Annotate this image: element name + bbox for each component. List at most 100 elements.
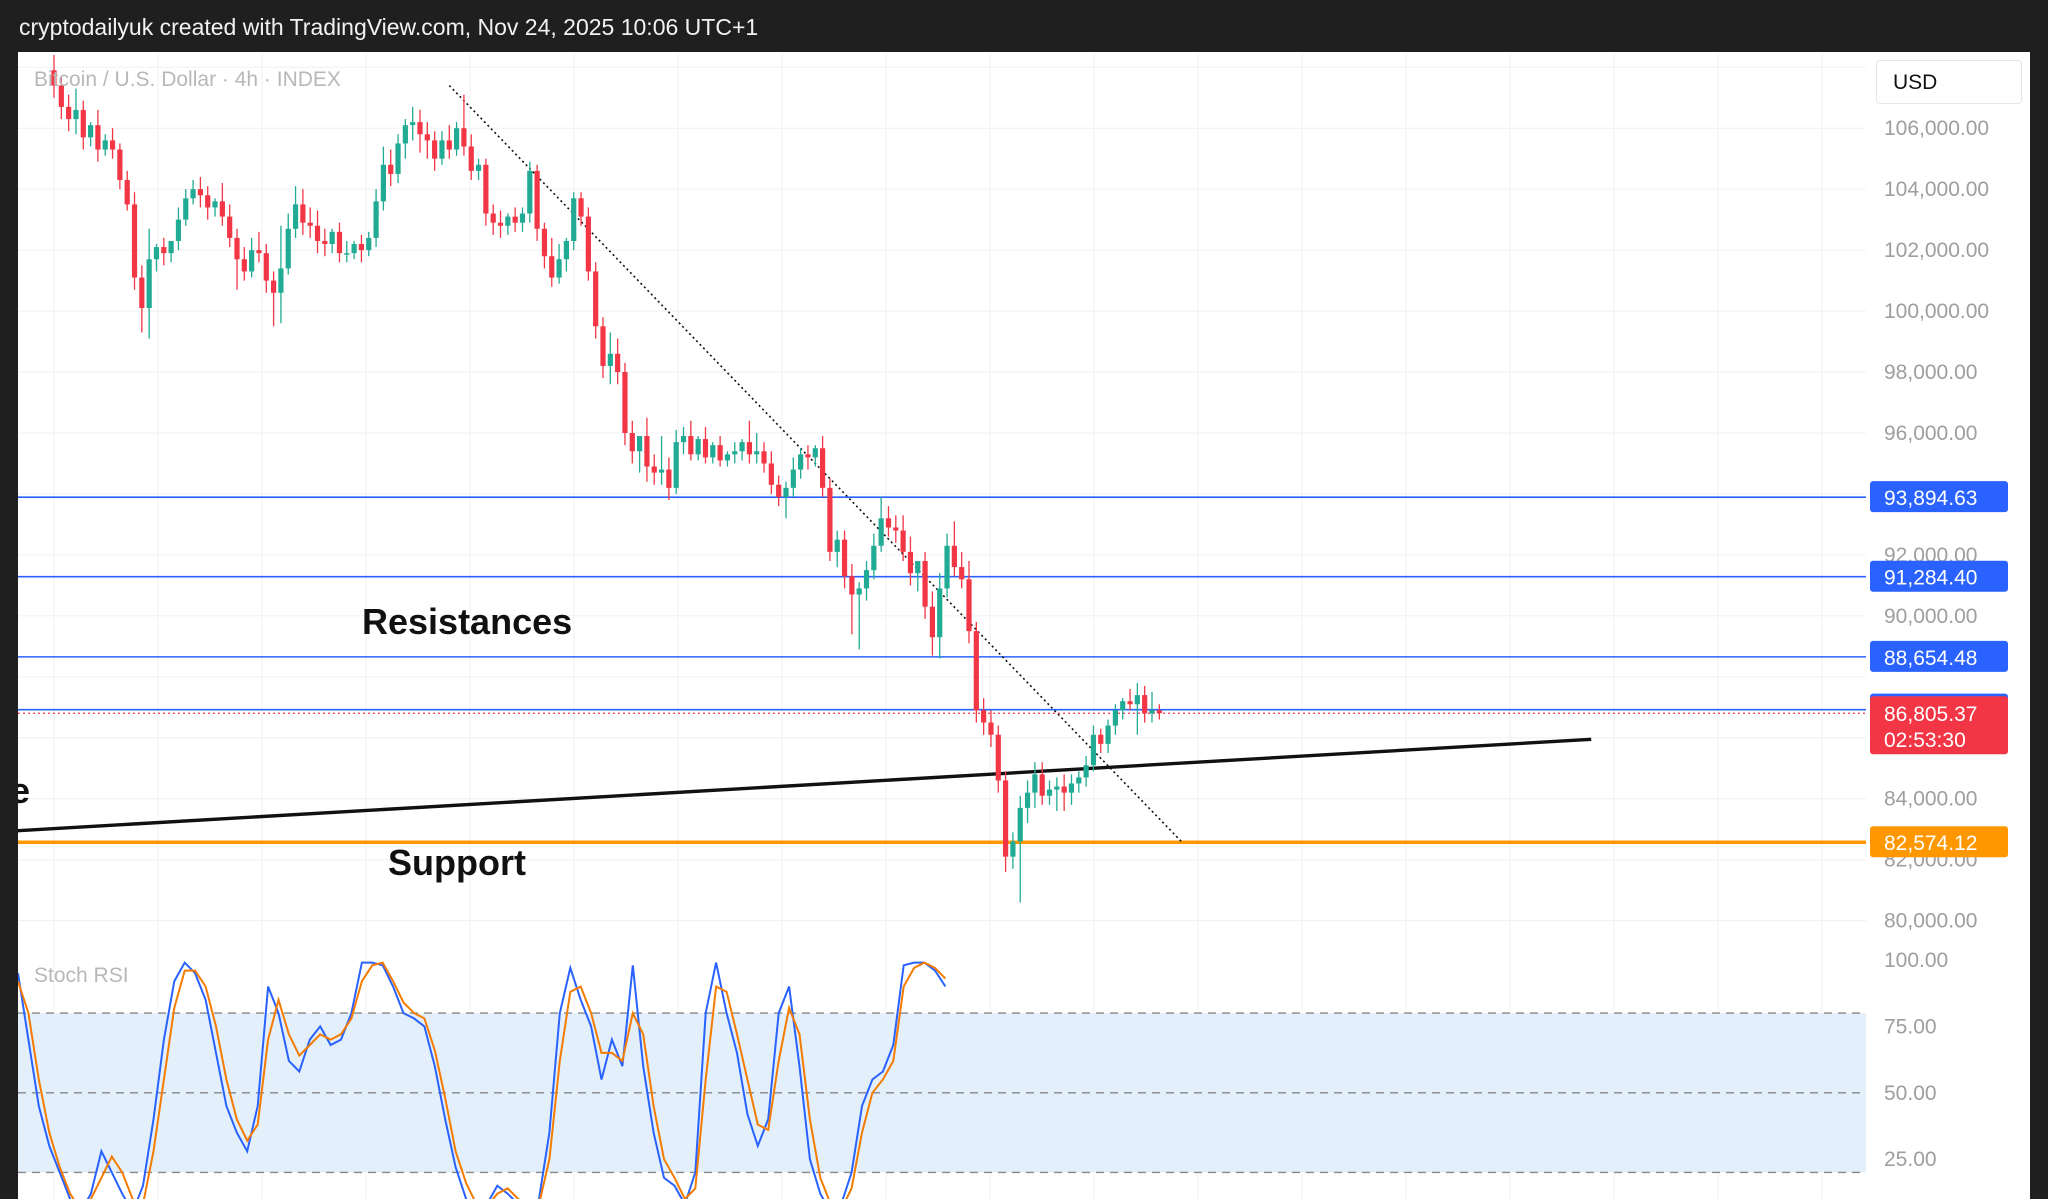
candle	[66, 94, 72, 132]
candle	[812, 445, 818, 467]
candle	[1083, 756, 1089, 787]
candle	[139, 265, 145, 333]
candle	[109, 128, 116, 159]
candle	[249, 237, 255, 278]
candle-body	[1112, 710, 1118, 726]
trend-lines[interactable]	[18, 84, 1592, 842]
candle	[1105, 719, 1111, 754]
candle-body	[183, 198, 189, 220]
candle	[351, 240, 357, 260]
candle	[717, 436, 723, 467]
candle	[256, 231, 262, 263]
candle	[746, 420, 752, 464]
candle	[475, 158, 482, 181]
candle-body	[80, 109, 86, 138]
stoch-rsi-axis[interactable]: 100.00 75.00 50.00 25.00	[1884, 949, 1948, 1171]
candle	[373, 189, 379, 248]
price-axis[interactable]: 106,000.00 104,000.00 102,000.00 100,000.00…	[1884, 117, 1989, 932]
bar-countdown-label: 02:53:30	[1884, 729, 1966, 752]
chart-area[interactable]: 106,000.00 104,000.00 102,000.00 100,000.00…	[18, 52, 2030, 1199]
candle-body	[827, 487, 833, 552]
chart-svg[interactable]: 106,000.00 104,000.00 102,000.00 100,000.00…	[18, 52, 2030, 1199]
candle	[1024, 780, 1031, 824]
candle	[183, 189, 189, 226]
candle-body	[798, 454, 804, 470]
candle-body	[307, 222, 313, 226]
support-level-badge: 82,574.12	[1870, 826, 2008, 858]
candle	[776, 475, 782, 507]
price-badges: 93,894.6391,284.4088,654.4886,922.5982,5…	[1870, 481, 2008, 858]
candle-body	[490, 213, 496, 223]
candle	[241, 247, 247, 281]
candle	[666, 457, 672, 501]
stoch-rsi-series[interactable]	[18, 960, 947, 1199]
ascending-trend-line	[18, 737, 1592, 833]
candle-body	[66, 106, 72, 120]
candle-body	[651, 466, 657, 473]
candle	[358, 234, 365, 263]
candle	[820, 436, 826, 497]
candle-body	[139, 277, 145, 309]
horizontal-level-lines[interactable]	[18, 496, 1866, 844]
candle-body	[1024, 792, 1031, 808]
candle-body	[161, 247, 167, 254]
candle	[827, 478, 833, 562]
candle	[307, 207, 313, 238]
candle-body	[1010, 841, 1016, 857]
candle-body	[475, 164, 482, 171]
candle	[102, 134, 108, 156]
candle-body	[739, 442, 745, 452]
candle	[153, 244, 160, 272]
candle-body	[900, 530, 906, 552]
candle	[615, 338, 621, 385]
resistance-level-badge-label: 91,284.40	[1884, 567, 1977, 590]
candle-body	[1017, 807, 1023, 842]
candle-body	[820, 448, 826, 488]
candle	[988, 710, 994, 747]
stoch-rsi-axis-tick-label: 100.00	[1884, 949, 1948, 972]
candle	[205, 186, 211, 220]
candle	[593, 262, 599, 339]
candle	[900, 515, 906, 562]
stoch-rsi-axis-tick-label: 25.00	[1884, 1148, 1937, 1171]
candle-body	[929, 606, 935, 638]
candle-body	[241, 259, 247, 272]
currency-button[interactable]: USD	[1876, 60, 2022, 104]
candle-body	[1105, 725, 1111, 744]
clipped-annotation[interactable]: e	[18, 770, 30, 811]
candle-body	[1120, 701, 1126, 711]
candle	[1061, 774, 1067, 811]
candle	[541, 222, 548, 269]
candle-body	[585, 216, 591, 272]
resistance-level-badge-label: 88,654.48	[1884, 647, 1977, 670]
candle	[395, 134, 401, 184]
candle-body	[461, 128, 467, 147]
candle	[834, 530, 840, 568]
current-price-badge: 86,805.37 02:53:30	[1870, 696, 2008, 755]
candle	[446, 125, 452, 159]
candle	[454, 122, 460, 156]
candle	[1098, 728, 1104, 754]
candle	[761, 442, 767, 473]
support-annotation[interactable]: Support	[388, 842, 526, 883]
candle	[490, 204, 496, 235]
candle	[468, 134, 474, 181]
candle	[556, 244, 562, 284]
candle-body	[593, 271, 599, 327]
candle-body	[966, 579, 972, 632]
candle-body	[146, 259, 152, 309]
candle-body	[973, 631, 979, 711]
candle	[483, 158, 489, 226]
candlestick-series[interactable]	[51, 55, 1162, 903]
candle	[131, 192, 138, 290]
resistance-level-badge: 91,284.40	[1870, 560, 2008, 592]
candle-body	[124, 180, 130, 205]
candle	[951, 521, 957, 577]
candle-body	[959, 567, 965, 580]
resistances-annotation[interactable]: Resistances	[362, 601, 572, 642]
candle	[1156, 704, 1162, 720]
candle	[805, 445, 811, 470]
candle	[161, 237, 167, 266]
candle	[424, 122, 430, 159]
stoch-rsi-title: Stoch RSI	[34, 964, 129, 987]
